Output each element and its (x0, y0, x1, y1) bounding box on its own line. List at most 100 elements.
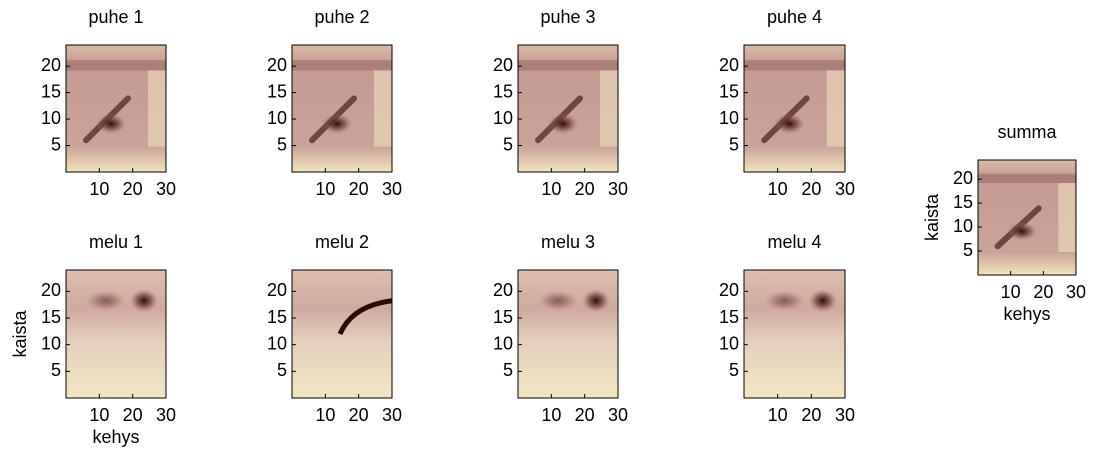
x-axis-label: kehys (92, 427, 139, 447)
y-tick-label: 20 (267, 280, 287, 300)
y-tick-label: 5 (277, 134, 287, 154)
figure: 10 20 30 5 10 15 20 puhe 1 10 20 30 5 10 15 20 puhe 2 10… (0, 0, 1112, 451)
x-tick-label: 20 (801, 405, 821, 425)
y-tick-label: 20 (41, 55, 61, 75)
y-tick-label: 15 (493, 307, 513, 327)
heatmap-blob (86, 290, 126, 310)
heatmap-image (518, 270, 618, 398)
panel-title: puhe 2 (314, 7, 369, 27)
heatmap-band (518, 60, 618, 70)
x-tick-label: 30 (835, 179, 855, 199)
x-tick-label: 20 (801, 179, 821, 199)
panel-title: melu 3 (541, 232, 595, 252)
x-tick-label: 30 (1066, 282, 1086, 302)
x-tick-label: 10 (768, 179, 788, 199)
y-tick-label: 20 (719, 55, 739, 75)
y-tick-label: 10 (493, 333, 513, 353)
heatmap-blob (96, 114, 126, 134)
y-tick-label: 5 (503, 134, 513, 154)
heatmap-blob (764, 290, 804, 310)
heatmap-band (66, 60, 166, 70)
x-tick-label: 30 (382, 179, 402, 199)
y-tick-label: 5 (277, 360, 287, 380)
x-tick-label: 20 (349, 405, 369, 425)
heatmap-blob (538, 290, 578, 310)
x-tick-label: 30 (382, 405, 402, 425)
heatmap-image (66, 270, 166, 398)
x-tick-label: 20 (349, 179, 369, 199)
heatmap-edge (827, 70, 845, 146)
y-tick-label: 10 (41, 108, 61, 128)
y-tick-label: 20 (41, 280, 61, 300)
y-tick-label: 20 (719, 280, 739, 300)
y-tick-label: 20 (493, 55, 513, 75)
y-tick-label: 15 (493, 81, 513, 101)
y-tick-label: 15 (953, 192, 973, 212)
x-tick-label: 30 (156, 179, 176, 199)
y-tick-label: 15 (267, 81, 287, 101)
x-tick-label: 10 (315, 405, 335, 425)
heatmap-blob (774, 114, 804, 134)
y-tick-label: 5 (729, 134, 739, 154)
y-tick-label: 5 (503, 360, 513, 380)
panel-title: puhe 1 (88, 7, 143, 27)
panel-title: melu 4 (767, 232, 821, 252)
y-tick-label: 20 (267, 55, 287, 75)
heatmap-blob (322, 114, 352, 134)
x-tick-label: 30 (156, 405, 176, 425)
heatmap-blob (130, 289, 158, 312)
y-tick-label: 15 (719, 81, 739, 101)
heatmap-edge (1058, 183, 1076, 252)
x-tick-label: 10 (768, 405, 788, 425)
x-tick-label: 30 (608, 405, 628, 425)
y-tick-label: 10 (719, 333, 739, 353)
heatmap-image (744, 270, 845, 398)
x-tick-label: 30 (608, 179, 628, 199)
heatmap-edge (148, 70, 166, 146)
panel-title: puhe 3 (540, 7, 595, 27)
heatmap-edge (600, 70, 618, 146)
y-tick-label: 10 (493, 108, 513, 128)
x-tick-label: 10 (315, 179, 335, 199)
y-tick-label: 5 (51, 360, 61, 380)
x-tick-label: 20 (575, 405, 595, 425)
y-axis-label: kaista (922, 193, 942, 241)
y-tick-label: 15 (719, 307, 739, 327)
heatmap-band (292, 60, 392, 70)
heatmap-edge (374, 70, 392, 146)
x-tick-label: 10 (1001, 282, 1021, 302)
x-tick-label: 20 (123, 179, 143, 199)
y-tick-label: 5 (729, 360, 739, 380)
y-tick-label: 20 (493, 280, 513, 300)
x-tick-label: 10 (541, 179, 561, 199)
heatmap-blob (1007, 222, 1036, 240)
x-axis-label: kehys (1003, 304, 1050, 324)
y-tick-label: 5 (963, 240, 973, 260)
x-tick-label: 20 (1033, 282, 1053, 302)
y-tick-label: 15 (267, 307, 287, 327)
x-tick-label: 10 (541, 405, 561, 425)
heatmap-blob (809, 289, 837, 312)
y-tick-label: 10 (267, 333, 287, 353)
x-tick-label: 20 (123, 405, 143, 425)
heatmap-blob (548, 114, 578, 134)
x-tick-label: 30 (835, 405, 855, 425)
panel-title: puhe 4 (767, 7, 822, 27)
y-tick-label: 20 (953, 168, 973, 188)
heatmap-band (744, 60, 845, 70)
panel-title: summa (997, 122, 1057, 142)
y-tick-label: 15 (41, 307, 61, 327)
x-tick-label: 20 (575, 179, 595, 199)
y-tick-label: 10 (953, 216, 973, 236)
y-tick-label: 10 (41, 333, 61, 353)
y-tick-label: 5 (51, 134, 61, 154)
y-tick-label: 15 (41, 81, 61, 101)
panel-title: melu 1 (89, 232, 143, 252)
panel-title: melu 2 (315, 232, 369, 252)
heatmap-blob (582, 289, 610, 312)
heatmap-band (978, 174, 1076, 183)
y-axis-label: kaista (10, 310, 30, 358)
y-tick-label: 10 (267, 108, 287, 128)
x-tick-label: 10 (89, 179, 109, 199)
x-tick-label: 10 (89, 405, 109, 425)
